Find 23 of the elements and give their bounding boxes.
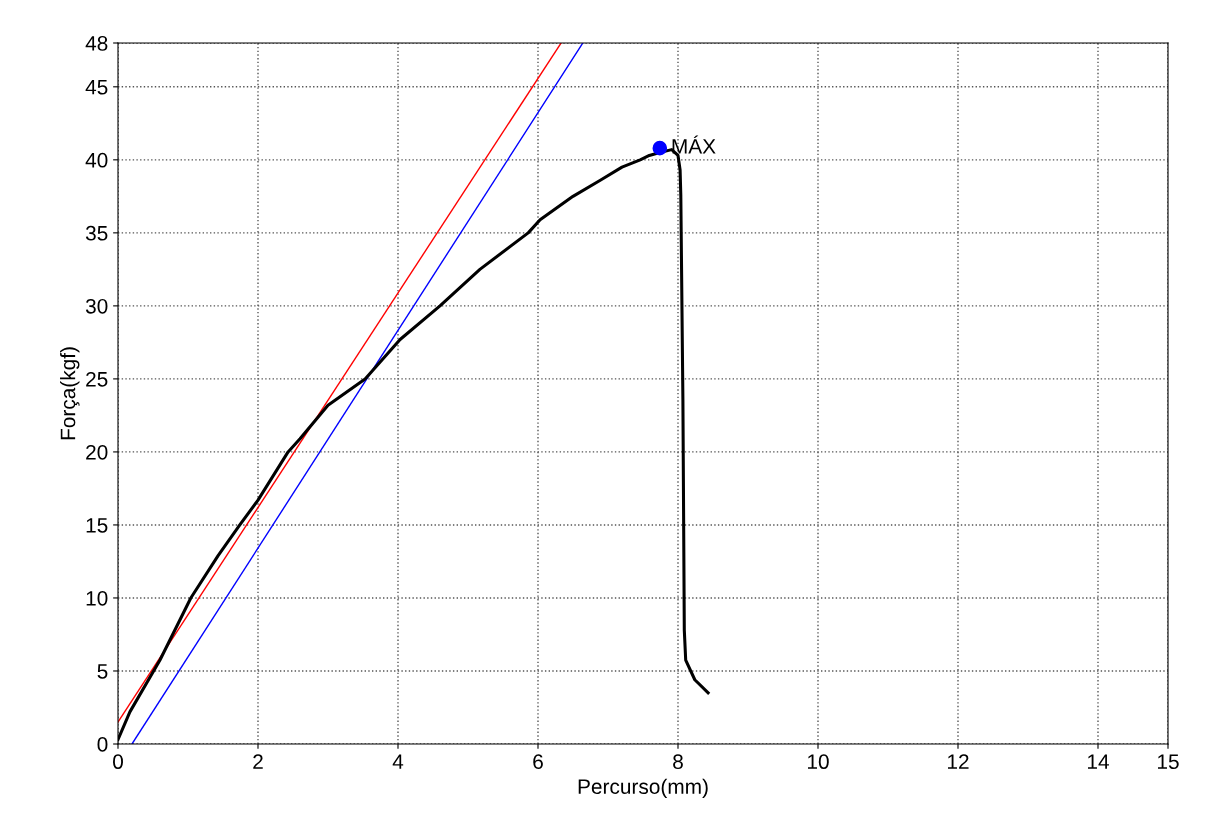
y-tick-label: 5 — [97, 664, 108, 679]
x-tick-label: 8 — [673, 754, 683, 770]
x-tick-label: 14 — [1088, 754, 1109, 769]
x-tick-label: 15 — [1158, 754, 1179, 770]
y-tick-label: 25 — [86, 371, 108, 387]
y-tick-label: 20 — [86, 444, 108, 460]
x-tick-label: 0 — [113, 754, 123, 770]
y-tick-label: 30 — [85, 298, 108, 314]
x-tick-label: 2 — [253, 754, 263, 769]
y-tick-label: 40 — [85, 152, 108, 168]
y-tick-label: 35 — [85, 225, 108, 241]
x-tick-label: 6 — [533, 754, 543, 770]
y-tick-label: 15 — [86, 518, 108, 533]
x-tick-label: 4 — [392, 754, 404, 769]
x-tick-label: 10 — [808, 754, 829, 770]
annotation: MÁX — [672, 135, 716, 154]
x-axis-title: Percurso(mm) — [578, 778, 708, 799]
y-tick-label: 0 — [97, 737, 108, 752]
y-tick-label: 48 — [85, 36, 108, 51]
y-tick-label: 45 — [85, 80, 108, 95]
y-axis-title: Força(kgf) — [60, 347, 80, 440]
x-tick-label: 12 — [948, 754, 969, 769]
y-tick-label: 10 — [86, 590, 108, 606]
